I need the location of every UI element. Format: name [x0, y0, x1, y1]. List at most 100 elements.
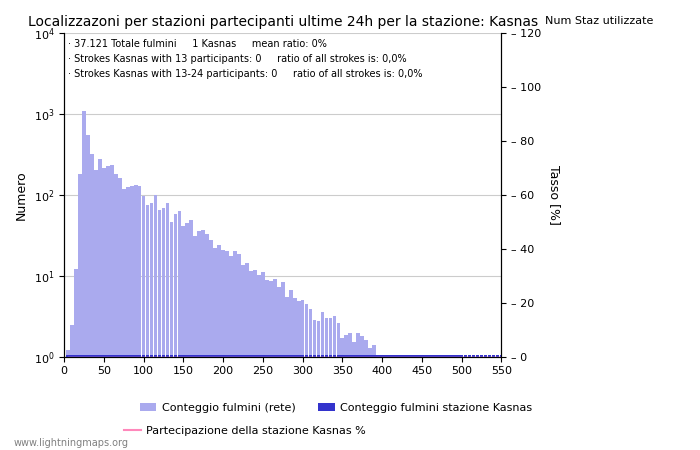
- Text: www.lightningmaps.org: www.lightningmaps.org: [14, 438, 129, 448]
- Bar: [420, 357, 424, 450]
- Bar: [78, 355, 82, 450]
- Bar: [118, 178, 122, 450]
- Bar: [332, 355, 336, 450]
- Bar: [325, 318, 328, 450]
- Bar: [190, 355, 193, 450]
- Bar: [289, 290, 293, 450]
- Bar: [122, 355, 125, 450]
- Bar: [301, 355, 304, 450]
- Bar: [356, 355, 360, 450]
- Bar: [416, 357, 420, 450]
- Bar: [214, 248, 217, 450]
- Bar: [233, 355, 237, 450]
- Bar: [463, 357, 468, 450]
- Bar: [202, 230, 205, 450]
- Bar: [301, 300, 304, 450]
- Bar: [436, 355, 440, 450]
- Bar: [484, 357, 487, 450]
- Bar: [265, 280, 269, 450]
- Bar: [130, 186, 134, 450]
- Bar: [245, 355, 248, 450]
- Bar: [273, 355, 276, 450]
- Bar: [257, 355, 260, 450]
- Bar: [476, 355, 480, 450]
- Bar: [102, 168, 106, 450]
- Bar: [304, 355, 309, 450]
- Bar: [344, 335, 348, 450]
- Bar: [98, 355, 102, 450]
- Bar: [186, 223, 189, 450]
- Bar: [249, 355, 253, 450]
- Bar: [126, 187, 130, 450]
- Bar: [66, 355, 70, 450]
- Bar: [90, 355, 94, 450]
- Bar: [193, 236, 197, 450]
- Bar: [229, 256, 233, 450]
- Bar: [456, 355, 459, 450]
- Bar: [150, 203, 153, 450]
- Bar: [304, 304, 309, 450]
- Bar: [396, 355, 400, 450]
- Bar: [141, 355, 146, 450]
- Bar: [110, 165, 113, 450]
- Bar: [309, 355, 312, 450]
- Bar: [253, 355, 257, 450]
- Bar: [452, 355, 456, 450]
- Bar: [110, 355, 113, 450]
- Bar: [349, 355, 352, 450]
- Bar: [416, 355, 420, 450]
- Bar: [440, 355, 444, 450]
- Bar: [293, 355, 297, 450]
- Bar: [82, 111, 86, 450]
- Bar: [424, 355, 428, 450]
- Bar: [500, 357, 503, 450]
- Bar: [166, 355, 169, 450]
- Bar: [488, 355, 491, 450]
- Bar: [221, 250, 225, 450]
- Y-axis label: Numero: Numero: [15, 170, 28, 220]
- Text: Num Staz utilizzate: Num Staz utilizzate: [545, 17, 654, 27]
- Bar: [456, 357, 459, 450]
- Bar: [94, 355, 98, 450]
- Bar: [297, 301, 300, 450]
- Bar: [285, 297, 288, 450]
- Bar: [217, 245, 221, 450]
- Bar: [217, 355, 221, 450]
- Bar: [281, 282, 285, 450]
- Bar: [98, 159, 102, 450]
- Bar: [241, 265, 245, 450]
- Bar: [158, 355, 162, 450]
- Bar: [269, 355, 273, 450]
- Bar: [277, 288, 281, 450]
- Bar: [66, 351, 70, 450]
- Bar: [408, 357, 412, 450]
- Bar: [432, 357, 435, 450]
- Bar: [138, 186, 141, 450]
- Bar: [452, 357, 456, 450]
- Bar: [448, 357, 452, 450]
- Bar: [237, 254, 241, 450]
- Bar: [349, 333, 352, 450]
- Bar: [106, 166, 110, 450]
- Bar: [328, 318, 332, 450]
- Bar: [186, 355, 189, 450]
- Bar: [253, 270, 257, 450]
- Bar: [146, 205, 149, 450]
- Bar: [70, 355, 74, 450]
- Bar: [166, 203, 169, 450]
- Bar: [380, 357, 384, 450]
- Bar: [480, 355, 484, 450]
- Bar: [86, 355, 90, 450]
- Bar: [78, 174, 82, 450]
- Bar: [197, 231, 201, 450]
- Bar: [225, 251, 229, 450]
- Bar: [340, 338, 344, 450]
- Bar: [368, 348, 372, 450]
- Bar: [289, 355, 293, 450]
- Bar: [309, 309, 312, 450]
- Title: Localizzazoni per stazioni partecipanti ultime 24h per la stazione: Kasnas: Localizzazoni per stazioni partecipanti …: [28, 15, 538, 29]
- Bar: [468, 357, 471, 450]
- Bar: [181, 355, 186, 450]
- Bar: [372, 345, 376, 450]
- Bar: [205, 234, 209, 450]
